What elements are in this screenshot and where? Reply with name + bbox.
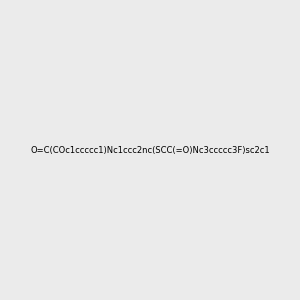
Text: O=C(COc1ccccc1)Nc1ccc2nc(SCC(=O)Nc3ccccc3F)sc2c1: O=C(COc1ccccc1)Nc1ccc2nc(SCC(=O)Nc3ccccc… — [30, 146, 270, 154]
